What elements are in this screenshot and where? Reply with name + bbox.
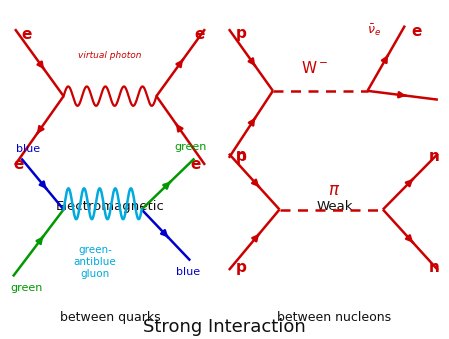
Text: e: e: [13, 157, 23, 172]
Text: blue: blue: [16, 144, 40, 154]
Text: Strong Interaction: Strong Interaction: [143, 318, 306, 336]
Text: between nucleons: between nucleons: [277, 312, 392, 324]
Text: $\pi$: $\pi$: [328, 181, 341, 199]
Text: Weak: Weak: [316, 200, 353, 213]
Text: e: e: [22, 27, 32, 42]
Text: p: p: [235, 26, 247, 41]
Text: p: p: [235, 149, 247, 164]
Text: n: n: [429, 260, 440, 275]
Text: e: e: [194, 27, 205, 42]
Text: n: n: [235, 148, 247, 163]
Text: green-
antiblue
gluon: green- antiblue gluon: [74, 244, 117, 279]
Text: $\bar{\nu}_e$: $\bar{\nu}_e$: [367, 22, 381, 38]
Text: between quarks: between quarks: [60, 312, 160, 324]
Text: Electromagnetic: Electromagnetic: [56, 200, 164, 213]
Text: p: p: [235, 260, 247, 275]
Text: blue: blue: [176, 267, 200, 277]
Text: e: e: [411, 24, 422, 39]
Text: n: n: [429, 149, 440, 164]
Text: W$^-$: W$^-$: [301, 60, 328, 76]
Text: virtual photon: virtual photon: [78, 51, 142, 60]
Text: green: green: [11, 283, 43, 293]
Text: green: green: [174, 142, 207, 152]
Text: e: e: [190, 157, 201, 172]
